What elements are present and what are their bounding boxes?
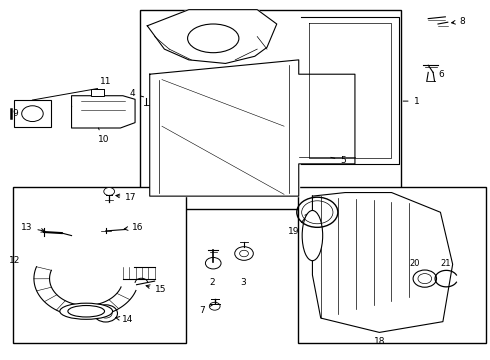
Text: 9: 9: [12, 109, 18, 118]
Ellipse shape: [60, 303, 113, 319]
Text: 13: 13: [21, 223, 45, 232]
Circle shape: [205, 257, 221, 269]
Ellipse shape: [188, 24, 239, 53]
Bar: [91, 89, 104, 96]
Circle shape: [240, 250, 248, 257]
Polygon shape: [313, 193, 453, 332]
Bar: [140, 10, 401, 209]
Text: 12: 12: [8, 256, 20, 265]
Bar: [14, 100, 51, 127]
Text: 19: 19: [288, 213, 309, 237]
Text: 14: 14: [116, 315, 133, 324]
Circle shape: [104, 188, 115, 195]
Text: 3: 3: [240, 278, 246, 287]
Ellipse shape: [302, 211, 323, 261]
Text: 6: 6: [438, 70, 444, 79]
Text: 4: 4: [129, 89, 144, 98]
Ellipse shape: [68, 306, 104, 317]
Text: 11: 11: [100, 77, 112, 86]
Circle shape: [94, 305, 118, 322]
Text: 20: 20: [410, 259, 420, 268]
Circle shape: [22, 106, 43, 122]
Polygon shape: [150, 60, 355, 196]
Text: 10: 10: [98, 128, 109, 144]
Text: 21: 21: [441, 259, 451, 268]
Bar: [13, 187, 186, 343]
Bar: [298, 187, 486, 343]
Polygon shape: [147, 10, 277, 63]
Circle shape: [99, 309, 112, 318]
Text: 2: 2: [209, 278, 215, 287]
Text: 16: 16: [124, 223, 143, 232]
Text: 18: 18: [373, 337, 385, 346]
Text: 17: 17: [116, 193, 137, 202]
Circle shape: [209, 302, 220, 310]
Text: 7: 7: [199, 305, 212, 315]
Text: 15: 15: [146, 285, 166, 294]
Text: 8: 8: [452, 17, 465, 26]
Circle shape: [235, 247, 253, 260]
Polygon shape: [72, 96, 135, 128]
Text: 1: 1: [403, 96, 419, 105]
Text: 5: 5: [331, 156, 346, 165]
